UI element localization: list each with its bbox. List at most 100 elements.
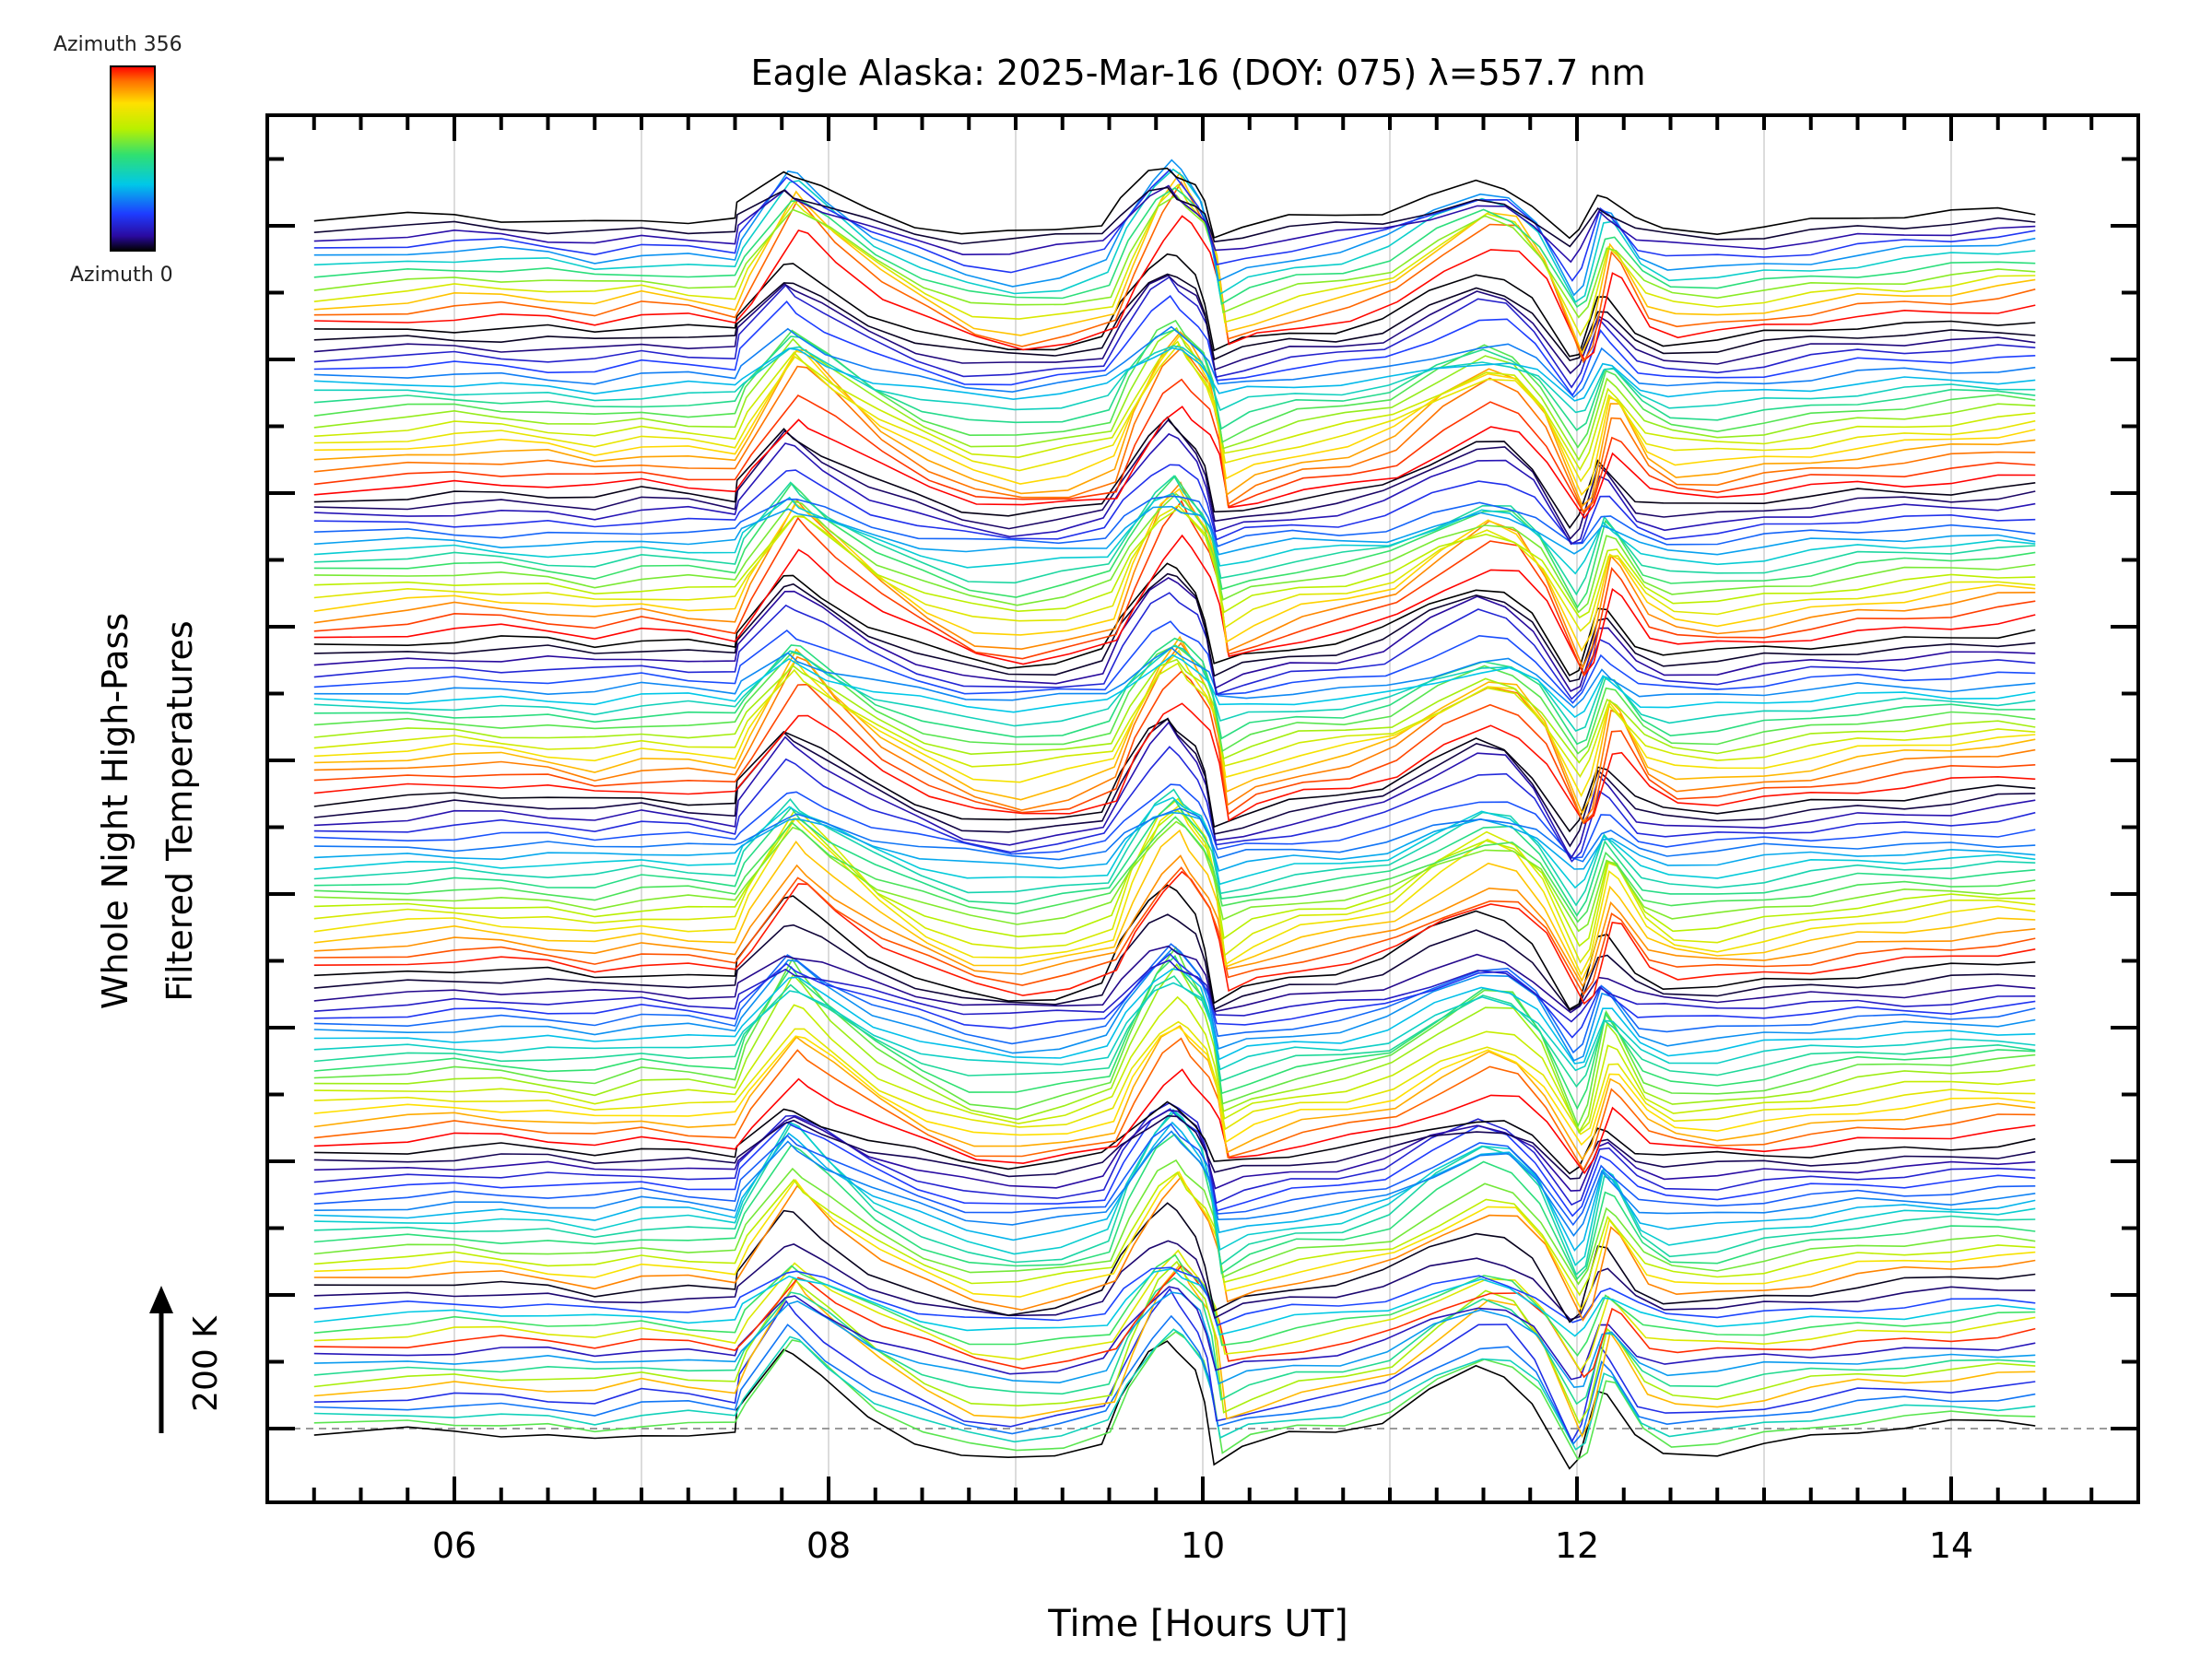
series-line	[313, 959, 2036, 1023]
series-line	[313, 943, 2036, 1054]
series-line	[313, 319, 2036, 449]
series-line	[313, 995, 2036, 1134]
series-line	[313, 1109, 2036, 1192]
series-line	[313, 653, 2036, 719]
series-line	[313, 432, 2036, 546]
series-line	[313, 982, 2036, 1072]
series-line	[313, 945, 2036, 1014]
series-line	[313, 783, 2036, 859]
series-line	[313, 797, 2036, 964]
series-line	[313, 416, 2036, 530]
series-line	[313, 620, 2036, 704]
series-line	[313, 406, 2036, 520]
series-line	[313, 276, 2036, 389]
series-line	[313, 378, 2036, 515]
series-line	[313, 816, 2036, 924]
x-tick-label: 14	[1929, 1525, 1973, 1566]
series-line	[313, 644, 2036, 732]
series-line	[313, 962, 2036, 1135]
series-line	[313, 955, 2036, 1111]
series-line	[313, 215, 2036, 361]
series-line	[313, 1202, 2036, 1324]
series-line	[313, 866, 2036, 996]
series-line	[313, 952, 2036, 1039]
series-line	[313, 488, 2036, 653]
series-line	[313, 187, 2036, 309]
x-axis-label: Time [Hours UT]	[1047, 1603, 1347, 1645]
temperature-series	[313, 159, 2036, 1470]
series-line	[313, 492, 2036, 614]
series-line	[313, 717, 2036, 848]
series-line	[313, 495, 2036, 547]
series-line	[313, 1286, 2036, 1381]
series-line	[313, 328, 2036, 431]
series-line	[313, 670, 2036, 825]
series-line	[313, 1068, 2036, 1175]
series-line	[313, 646, 2036, 709]
series-line	[313, 1277, 2036, 1406]
x-tick-label: 12	[1555, 1525, 1599, 1566]
series-line	[313, 325, 2036, 399]
series-line	[313, 746, 2036, 863]
series-line	[313, 809, 2036, 947]
series-line	[313, 658, 2036, 764]
series-line	[313, 534, 2036, 677]
x-tick-label: 10	[1181, 1525, 1225, 1566]
scale-arrow-head	[149, 1286, 173, 1313]
y-axis-label-line2: Filtered Temperatures	[159, 620, 200, 1001]
series-line	[313, 1291, 2036, 1389]
series-line	[313, 807, 2036, 863]
series-line	[313, 159, 2036, 297]
series-line	[313, 1114, 2036, 1180]
x-tick-labels: 06 08 10 12 14	[432, 1525, 1973, 1566]
series-line	[313, 884, 2036, 1010]
chart-title: Eagle Alaska: 2025-Mar-16 (DOY: 075) λ=5…	[750, 53, 1645, 93]
series-line	[313, 1123, 2036, 1227]
series-line	[313, 913, 2036, 1012]
series-line	[313, 1288, 2036, 1443]
series-line	[313, 1314, 2036, 1445]
azimuth-colorbar	[110, 65, 156, 252]
scale-label: 200 K	[187, 1315, 225, 1412]
series-line	[313, 345, 2036, 414]
series-line	[313, 1266, 2036, 1327]
series-line	[313, 721, 2036, 860]
series-line	[313, 464, 2036, 545]
series-line	[313, 1020, 2036, 1135]
series-line	[313, 181, 2036, 364]
series-line	[313, 186, 2036, 248]
series-line	[313, 1240, 2036, 1321]
colorbar-bottom-label: Azimuth 0	[70, 264, 173, 287]
series-line	[313, 1111, 2036, 1277]
series-line	[313, 1037, 2036, 1171]
scale-arrow	[149, 1286, 173, 1433]
series-line	[313, 968, 2036, 1065]
series-line	[313, 1025, 2036, 1161]
series-line	[313, 572, 2036, 683]
series-line	[313, 475, 2036, 609]
series-line	[313, 702, 2036, 825]
series-line	[313, 829, 2036, 982]
series-line	[313, 343, 2036, 483]
x-tick-label: 06	[432, 1525, 477, 1566]
series-line	[313, 1159, 2036, 1286]
series-line	[313, 1026, 2036, 1147]
x-tick-label: 08	[806, 1525, 851, 1566]
series-line	[313, 340, 2036, 472]
series-line	[313, 274, 2036, 375]
series-line	[313, 505, 2036, 556]
series-line	[313, 167, 2036, 240]
series-line	[313, 1331, 2036, 1461]
series-line	[313, 948, 2036, 1062]
series-line	[313, 717, 2036, 833]
series-line	[313, 1130, 2036, 1237]
series-line	[313, 1260, 2036, 1425]
series-line	[313, 253, 2036, 358]
series-line	[313, 273, 2036, 362]
series-line	[313, 331, 2036, 508]
series-line	[313, 1340, 2036, 1470]
y-axis-label-line1: Whole Night High-Pass	[95, 613, 135, 1009]
axis-ticks	[265, 115, 2140, 1502]
series-line	[313, 820, 2036, 933]
